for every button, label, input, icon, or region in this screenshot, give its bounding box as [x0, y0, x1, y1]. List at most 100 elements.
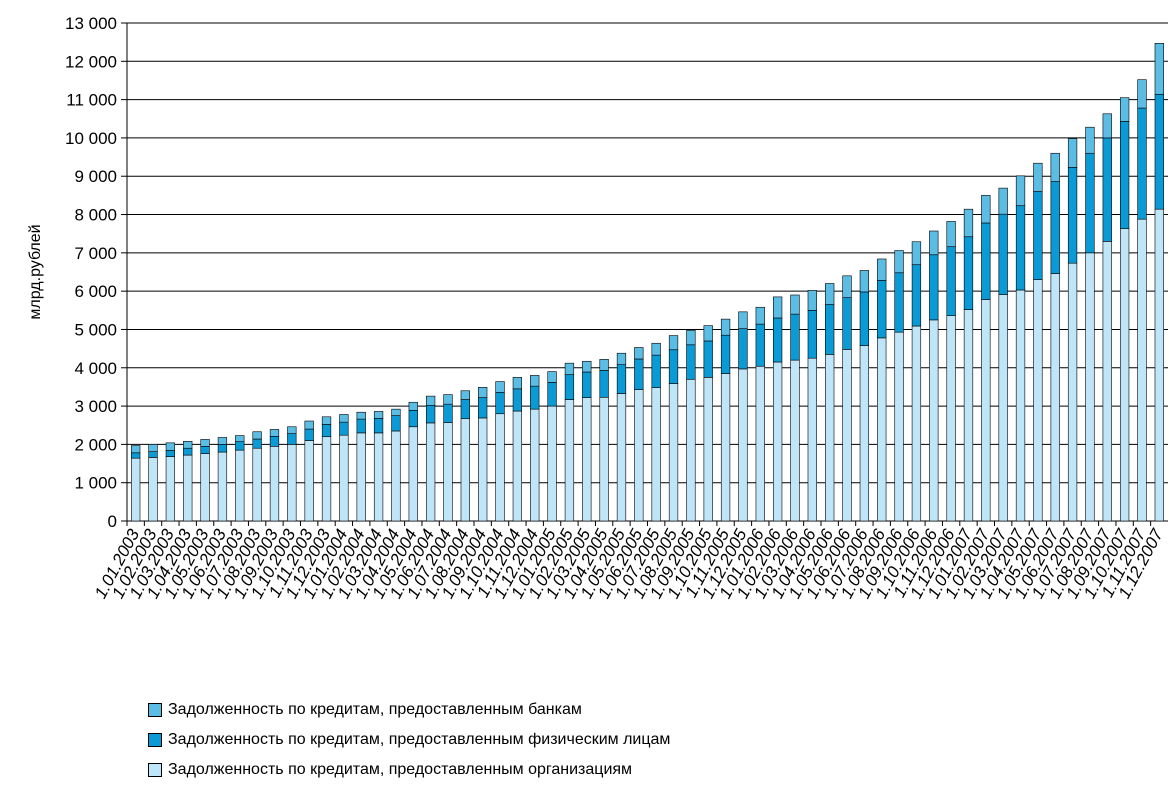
bar-segment-series-1: [478, 417, 488, 522]
bar-segment-series-3: [408, 401, 418, 411]
bar-segment-series-1: [1119, 228, 1130, 522]
bar-segment-series-2: [339, 421, 349, 436]
bar-segment-series-2: [1154, 93, 1164, 210]
bar-segment-series-1: [512, 410, 523, 522]
y-tick-label: 0: [108, 512, 117, 531]
bar-segment-series-2: [478, 397, 488, 419]
bar-segment-series-1: [582, 397, 592, 522]
bar-segment-series-1: [356, 432, 366, 522]
bar-segment-series-3: [686, 329, 696, 346]
bar-segment-series-2: [547, 382, 557, 407]
bar-segment-series-3: [356, 411, 366, 420]
legend-swatch-banks: [148, 703, 162, 717]
bar-segment-series-2: [790, 313, 800, 361]
chart-legend: Задолженность по кредитам, предоставленн…: [148, 700, 670, 790]
bar-segment-series-3: [217, 437, 228, 445]
bar-segment-series-1: [842, 349, 852, 522]
bar-segment-series-3: [772, 296, 783, 319]
stacked-bar-chart: 0 1 000 2 000 3 000 4 000 5 000 6 000 7 000 8 00…: [27, 14, 1168, 602]
bar-segment-series-2: [321, 424, 332, 438]
bar-segment-series-3: [1033, 162, 1043, 192]
bar-segment-series-3: [1119, 97, 1130, 122]
bar-segment-series-1: [391, 430, 401, 522]
bar-segment-series-1: [859, 345, 870, 522]
bar-segment-series-2: [564, 374, 575, 400]
bar-segment-series-3: [165, 442, 176, 451]
bar-segment-series-2: [1085, 152, 1095, 254]
bar-segment-series-2: [651, 354, 661, 388]
bar-segment-series-3: [616, 352, 627, 366]
bar-segment-series-1: [148, 457, 158, 522]
bar-segment-series-3: [859, 270, 870, 293]
bar-segment-series-2: [391, 415, 401, 432]
bar-segment-series-2: [460, 399, 470, 420]
bar-segment-series-3: [877, 258, 887, 281]
legend-item-banks: Задолженность по кредитам, предоставленн…: [148, 700, 670, 720]
bar-segment-series-2: [373, 418, 384, 434]
bar-segment-series-2: [998, 213, 1008, 295]
bar-segment-series-1: [235, 449, 245, 522]
bar-segment-series-2: [304, 428, 314, 441]
bar-segment-series-2: [217, 444, 228, 453]
bar-segment-series-2: [131, 452, 141, 459]
bar-segment-series-3: [599, 359, 609, 371]
bar-segment-series-1: [807, 357, 817, 522]
bar-segment-series-2: [183, 447, 193, 456]
bar-segment-series-2: [287, 433, 297, 445]
bar-segment-series-3: [1067, 138, 1078, 168]
bar-segment-series-3: [738, 311, 748, 329]
bar-segment-series-3: [807, 290, 817, 311]
bar-segment-series-2: [148, 451, 158, 458]
bar-segment-series-1: [998, 294, 1008, 522]
bar-segment-series-2: [894, 272, 904, 333]
bar-segment-series-3: [981, 195, 991, 224]
bar-segment-series-3: [478, 387, 488, 398]
y-axis-title: млрд.рублей: [27, 224, 44, 319]
bar-segment-series-1: [547, 405, 557, 522]
bar-segment-series-1: [1137, 218, 1147, 522]
y-tick-label: 5 000: [74, 320, 117, 339]
y-tick-label: 8 000: [74, 206, 117, 225]
bar-segment-series-1: [1085, 252, 1095, 522]
bar-segment-series-3: [842, 275, 852, 298]
bar-segment-series-3: [252, 431, 262, 440]
bar-segment-series-3: [668, 335, 679, 351]
bar-segment-series-2: [668, 349, 679, 384]
bar-segment-series-2: [165, 450, 176, 457]
bar-segment-series-2: [1067, 167, 1078, 264]
bar-segment-series-1: [304, 440, 314, 522]
bar-segment-series-1: [825, 354, 835, 522]
bar-segment-series-1: [530, 408, 540, 522]
bar-segment-series-2: [825, 304, 835, 355]
bar-segment-series-1: [599, 396, 609, 522]
bar-segment-series-2: [495, 391, 505, 415]
y-tick-label: 12 000: [65, 52, 117, 71]
legend-item-individuals: Задолженность по кредитам, предоставленн…: [148, 730, 670, 750]
bar-segment-series-1: [200, 453, 210, 522]
bar-segment-series-1: [651, 387, 661, 522]
bar-segment-series-3: [1050, 152, 1060, 182]
y-tick-label: 9 000: [74, 167, 117, 186]
bar-segment-series-2: [946, 246, 956, 316]
legend-swatch-organizations: [148, 763, 162, 777]
bar-segment-series-3: [634, 347, 644, 360]
bar-segment-series-1: [668, 383, 679, 522]
bar-segment-series-3: [495, 381, 505, 393]
bar-segment-series-3: [1015, 175, 1026, 207]
bar-segment-series-2: [512, 388, 523, 412]
bar-segment-series-2: [1119, 121, 1130, 230]
bar-segment-series-2: [530, 385, 540, 410]
legend-label-banks: Задолженность по кредитам, предоставленн…: [168, 701, 582, 718]
bar-segment-series-3: [460, 390, 470, 400]
bar-segment-series-3: [946, 221, 956, 248]
bar-segment-series-3: [1085, 126, 1095, 154]
bar-segment-series-2: [1033, 191, 1043, 280]
bar-segment-series-3: [547, 371, 557, 383]
bar-segment-series-1: [616, 393, 627, 522]
bar-segment-series-3: [443, 394, 453, 405]
bar-segment-series-1: [963, 309, 974, 522]
legend-swatch-individuals: [148, 733, 162, 747]
bar-segment-series-1: [321, 436, 332, 522]
bar-segment-series-1: [425, 422, 436, 522]
bar-segment-series-3: [703, 325, 713, 342]
